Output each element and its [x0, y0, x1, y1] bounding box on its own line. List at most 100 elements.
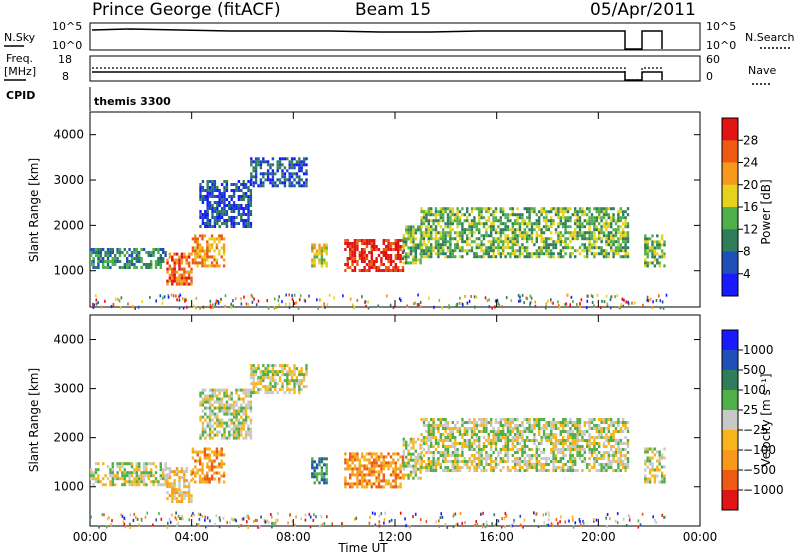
echo-cell: [468, 237, 471, 241]
ytick-label: 2000: [53, 431, 84, 445]
echo-cell: [468, 457, 471, 460]
echo-cell: [135, 248, 138, 251]
echo-cell: [397, 458, 400, 462]
echo-cell: [578, 210, 582, 214]
echo-cell: [478, 457, 481, 460]
echo-cell: [607, 427, 610, 430]
echo-cell: [229, 521, 231, 525]
echo-cell: [412, 246, 415, 250]
echo-cell: [290, 370, 294, 374]
echo-cell: [523, 457, 526, 460]
echo-cell: [598, 463, 601, 466]
echo-cell: [211, 210, 214, 213]
echo-cell: [504, 451, 507, 454]
echo-cell: [622, 424, 625, 427]
echo-cell: [216, 418, 219, 422]
echo-cell: [492, 213, 495, 217]
echo-cell: [614, 427, 618, 430]
echo-cell: [502, 240, 505, 244]
xtick-label: 00:00: [73, 530, 108, 544]
echo-cell: [485, 231, 488, 235]
echo-cell: [201, 213, 205, 216]
echo-cell: [320, 255, 324, 259]
echo-cell: [446, 249, 450, 253]
echo-cell: [568, 519, 570, 523]
echo-cell: [593, 207, 596, 211]
echo-cell: [358, 473, 361, 477]
echo-cell: [346, 239, 349, 242]
echo-cell: [422, 219, 426, 223]
echo-cell: [417, 246, 420, 250]
echo-cell: [365, 269, 369, 272]
echo-cell: [213, 427, 217, 431]
echo-cell: [183, 485, 186, 489]
echo-cell: [385, 248, 388, 251]
echo-cell: [173, 270, 176, 274]
echo-cell: [190, 500, 193, 504]
echo-cell: [222, 237, 226, 241]
echo-cell: [399, 470, 402, 474]
echo-cell: [365, 245, 369, 248]
echo-cell: [291, 297, 294, 301]
echo-cell: [581, 237, 584, 241]
echo-cell: [266, 367, 270, 371]
echo-cell: [124, 525, 127, 529]
echo-cell: [449, 234, 452, 238]
echo-cell: [353, 473, 357, 477]
echo-cell: [264, 172, 267, 176]
echo-cell: [242, 225, 245, 228]
echo-cell: [622, 454, 625, 457]
nsearch-tick-top: 10^5: [706, 20, 736, 33]
echo-cell: [492, 252, 495, 256]
echo-cell: [271, 364, 275, 368]
echo-cell: [244, 222, 248, 225]
echo-cell: [394, 467, 397, 471]
echo-cell: [320, 478, 324, 482]
echo-cell: [644, 249, 647, 253]
echo-cell: [204, 210, 207, 213]
echo-cell: [216, 195, 219, 198]
echo-cell: [571, 424, 574, 427]
echo-cell: [490, 460, 493, 463]
echo-cell: [358, 479, 361, 483]
echo-cell: [399, 455, 402, 459]
echo-cell: [458, 430, 462, 433]
echo-cell: [368, 269, 371, 272]
echo-cell: [313, 246, 316, 250]
echo-cell: [353, 266, 357, 269]
echo-cell: [605, 421, 608, 424]
echo-cell: [244, 186, 248, 189]
echo-cell: [559, 430, 562, 433]
echo-cell: [612, 457, 615, 460]
echo-cell: [451, 463, 454, 466]
colorbar-swatch: [722, 229, 738, 252]
echo-cell: [304, 513, 307, 517]
echo-cell: [325, 472, 328, 476]
echo-cell: [346, 464, 349, 468]
echo-cell: [422, 448, 426, 451]
echo-cell: [550, 255, 553, 259]
echo-cell: [605, 463, 608, 466]
echo-cell: [240, 216, 243, 219]
echo-cell: [249, 430, 253, 434]
echo-cell: [159, 263, 162, 266]
echo-cell: [412, 234, 415, 238]
echo-cell: [152, 251, 155, 254]
nave-label: Nave: [748, 64, 776, 77]
echo-cell: [235, 436, 238, 440]
echo-cell: [506, 240, 510, 244]
echo-cell: [442, 216, 445, 220]
echo-cell: [367, 300, 369, 304]
echo-cell: [518, 457, 522, 460]
nsky-panel: N.Sky 10^5 10^0 10^5 10^0 N.Search: [4, 20, 795, 52]
echo-cell: [235, 216, 238, 219]
echo-cell: [535, 512, 538, 516]
echo-cell: [569, 442, 572, 445]
echo-cell: [449, 246, 452, 250]
echo-cell: [506, 436, 510, 439]
echo-cell: [216, 189, 219, 192]
echo-cell: [540, 439, 543, 442]
echo-cell: [572, 518, 574, 522]
echo-cell: [437, 427, 440, 430]
echo-cell: [624, 427, 627, 430]
